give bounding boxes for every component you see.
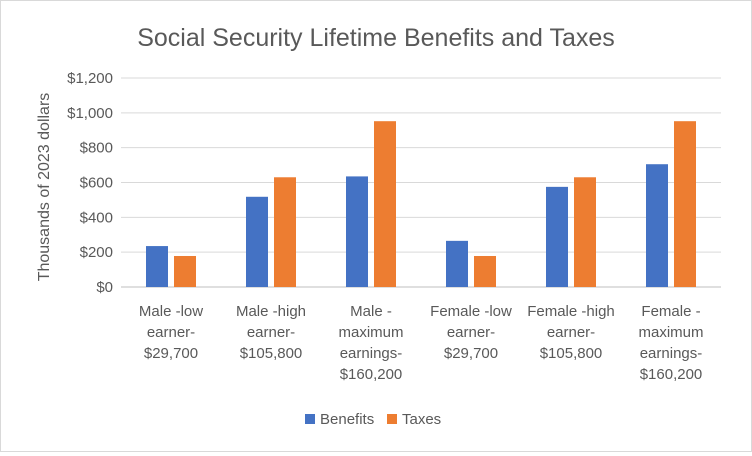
y-tick-label: $400 [80,209,113,226]
bar-benefits-4 [546,186,568,287]
x-tick-label: maximum [338,324,403,341]
bar-taxes-2 [374,121,396,288]
x-tick-label: maximum [638,324,703,341]
y-tick-label: $1,200 [67,70,113,87]
bar-taxes-1 [274,177,296,287]
bar-benefits-0 [146,246,168,287]
x-tick-label: $105,800 [540,345,603,362]
y-tick-label: $600 [80,175,113,192]
y-tick-label: $1,000 [67,105,113,122]
x-tick-label: earnings- [640,345,703,362]
x-tick-label: $160,200 [340,366,403,383]
gridlines [121,77,721,288]
y-axis-label: Thousands of 2023 dollars [36,93,53,282]
x-tick-label: Male -low [139,303,203,320]
bar-benefits-5 [646,164,668,287]
legend: Benefits Taxes [305,411,441,428]
y-axis-ticks: $0 $200 $400 $600 $800 $1,000 $1,200 [67,70,113,296]
x-tick-label: earner- [147,324,195,341]
x-tick-label: Male -high [236,303,306,320]
x-tick-label: Female -high [527,303,615,320]
bar-taxes-5 [674,121,696,288]
legend-label-benefits: Benefits [320,411,374,428]
bar-taxes-3 [474,255,496,287]
bar-benefits-2 [346,176,368,287]
x-tick-label: Female -low [430,303,512,320]
legend-swatch-taxes [387,414,397,424]
bar-benefits-1 [246,196,268,287]
x-tick-label: earner- [247,324,295,341]
legend-label-taxes: Taxes [402,411,441,428]
x-tick-label: $105,800 [240,345,303,362]
chart-title: Social Security Lifetime Benefits and Ta… [137,24,615,52]
y-tick-label: $200 [80,244,113,261]
bar-benefits-3 [446,240,468,287]
x-axis-labels: Male -low earner- $29,700 Male -high earner-… [139,303,704,383]
x-tick-label: Male - [350,303,392,320]
legend-swatch-benefits [305,414,315,424]
x-tick-label: earner- [547,324,595,341]
y-tick-label: $0 [96,279,113,296]
bars [146,121,696,288]
bar-taxes-4 [574,177,596,287]
x-tick-label: $29,700 [444,345,498,362]
y-tick-label: $800 [80,140,113,157]
x-tick-label: Female - [641,303,700,320]
x-tick-label: $29,700 [144,345,198,362]
x-tick-label: $160,200 [640,366,703,383]
x-tick-label: earner- [447,324,495,341]
x-tick-label: earnings- [340,345,403,362]
bar-taxes-0 [174,255,196,287]
